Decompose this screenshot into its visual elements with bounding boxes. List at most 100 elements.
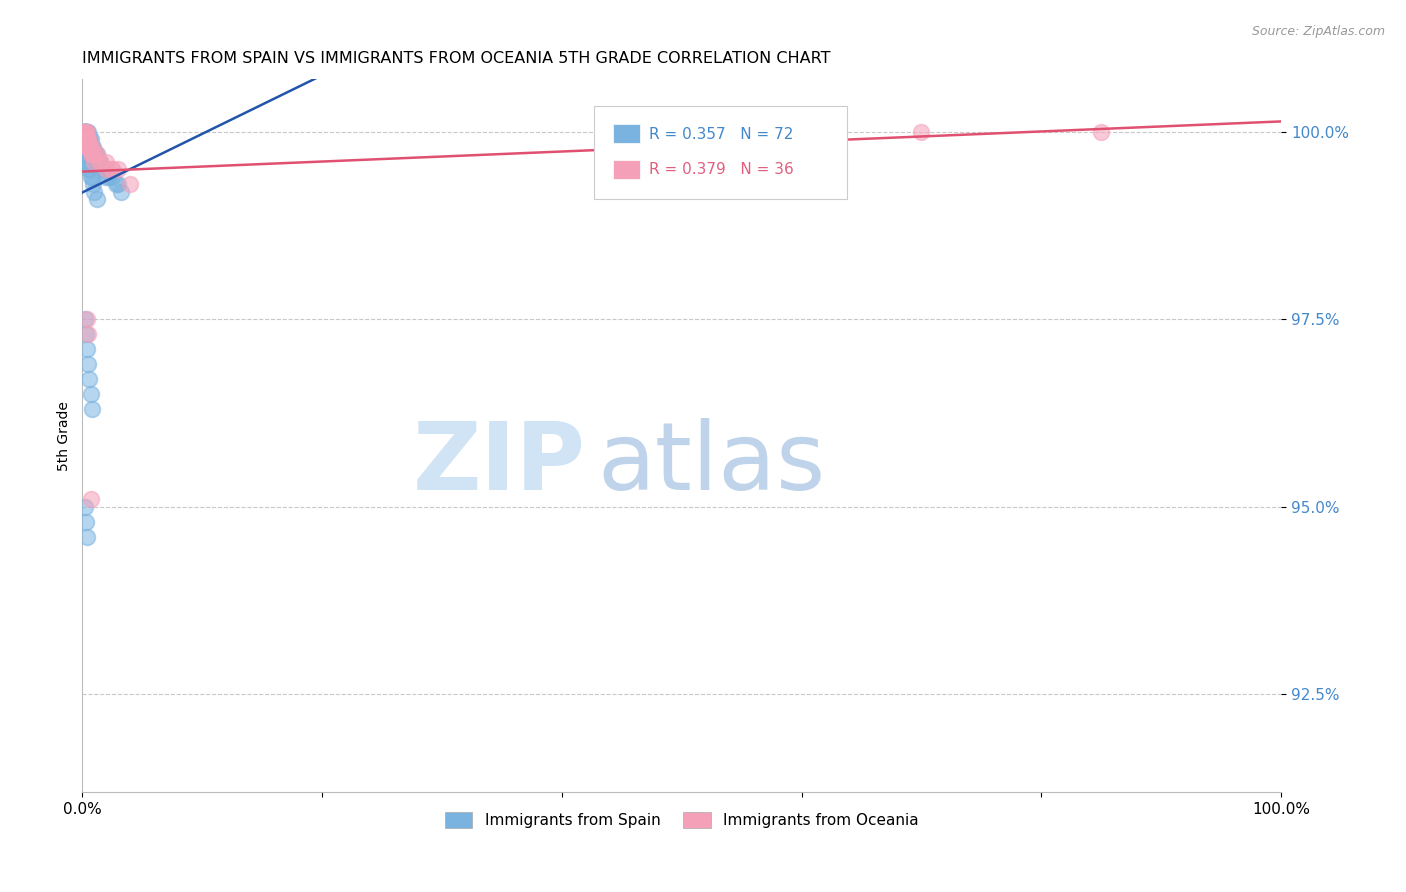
- Point: [79, 372, 101, 386]
- Point: [80, 169, 103, 184]
- Point: [83, 154, 105, 169]
- Point: [72, 125, 94, 139]
- Point: [73, 312, 96, 326]
- Point: [79, 169, 101, 184]
- Point: [82, 147, 104, 161]
- Point: [79, 140, 101, 154]
- Point: [110, 185, 132, 199]
- Point: [82, 140, 104, 154]
- Point: [76, 147, 98, 161]
- Point: [86, 147, 108, 161]
- Point: [72, 125, 94, 139]
- Point: [82, 178, 104, 192]
- Point: [73, 147, 96, 161]
- Point: [73, 125, 96, 139]
- Point: [72, 125, 94, 139]
- Point: [75, 125, 97, 139]
- Point: [87, 154, 110, 169]
- Point: [96, 154, 118, 169]
- Point: [73, 125, 96, 139]
- Point: [97, 169, 120, 184]
- Point: [77, 132, 100, 146]
- Point: [75, 125, 97, 139]
- Point: [79, 140, 101, 154]
- Point: [77, 125, 100, 139]
- Point: [104, 178, 127, 192]
- Point: [72, 132, 94, 146]
- Point: [107, 178, 129, 192]
- Point: [77, 140, 100, 154]
- Point: [83, 185, 105, 199]
- Point: [75, 125, 97, 139]
- Point: [76, 125, 98, 139]
- Point: [89, 154, 111, 169]
- Point: [1090, 125, 1112, 139]
- Point: [79, 132, 101, 146]
- Point: [86, 193, 108, 207]
- Point: [79, 140, 101, 154]
- Point: [79, 162, 101, 177]
- Point: [79, 140, 101, 154]
- Point: [101, 169, 124, 184]
- Point: [79, 140, 101, 154]
- Point: [96, 162, 118, 177]
- Point: [83, 147, 105, 161]
- Point: [76, 154, 98, 169]
- Point: [79, 387, 101, 401]
- Point: [75, 327, 97, 342]
- Point: [75, 125, 97, 139]
- Point: [80, 147, 103, 161]
- Text: R = 0.379   N = 36: R = 0.379 N = 36: [650, 162, 794, 178]
- Point: [910, 125, 932, 139]
- Point: [89, 154, 111, 169]
- Point: [80, 140, 103, 154]
- Point: [73, 132, 96, 146]
- Point: [77, 132, 100, 146]
- Text: ZIP: ZIP: [413, 418, 586, 510]
- Point: [75, 132, 97, 146]
- Point: [84, 147, 107, 161]
- FancyBboxPatch shape: [613, 124, 640, 144]
- Point: [73, 125, 96, 139]
- Point: [83, 147, 105, 161]
- Point: [79, 492, 101, 507]
- Point: [73, 125, 96, 139]
- FancyBboxPatch shape: [613, 160, 640, 179]
- Point: [77, 132, 100, 146]
- Y-axis label: 5th Grade: 5th Grade: [58, 401, 72, 471]
- Point: [73, 500, 96, 514]
- Point: [79, 132, 101, 146]
- Point: [76, 125, 98, 139]
- Text: R = 0.357   N = 72: R = 0.357 N = 72: [650, 127, 794, 142]
- Point: [75, 132, 97, 146]
- Point: [87, 154, 110, 169]
- Point: [76, 312, 98, 326]
- Point: [75, 132, 97, 146]
- Point: [75, 515, 97, 529]
- Point: [79, 147, 101, 161]
- Point: [79, 140, 101, 154]
- Point: [76, 132, 98, 146]
- Text: IMMIGRANTS FROM SPAIN VS IMMIGRANTS FROM OCEANIA 5TH GRADE CORRELATION CHART: IMMIGRANTS FROM SPAIN VS IMMIGRANTS FROM…: [83, 51, 831, 66]
- Point: [76, 530, 98, 544]
- Point: [107, 162, 129, 177]
- Text: atlas: atlas: [598, 418, 827, 510]
- Point: [96, 169, 118, 184]
- Point: [79, 140, 101, 154]
- Point: [75, 125, 97, 139]
- Legend: Immigrants from Spain, Immigrants from Oceania: Immigrants from Spain, Immigrants from O…: [439, 806, 925, 834]
- Point: [72, 125, 94, 139]
- Point: [120, 178, 142, 192]
- Point: [76, 132, 98, 146]
- Point: [77, 132, 100, 146]
- Point: [72, 140, 94, 154]
- Point: [76, 125, 98, 139]
- Point: [73, 125, 96, 139]
- Point: [80, 140, 103, 154]
- Point: [76, 132, 98, 146]
- Point: [82, 147, 104, 161]
- Point: [80, 140, 103, 154]
- Point: [83, 147, 105, 161]
- Point: [75, 147, 97, 161]
- Point: [75, 140, 97, 154]
